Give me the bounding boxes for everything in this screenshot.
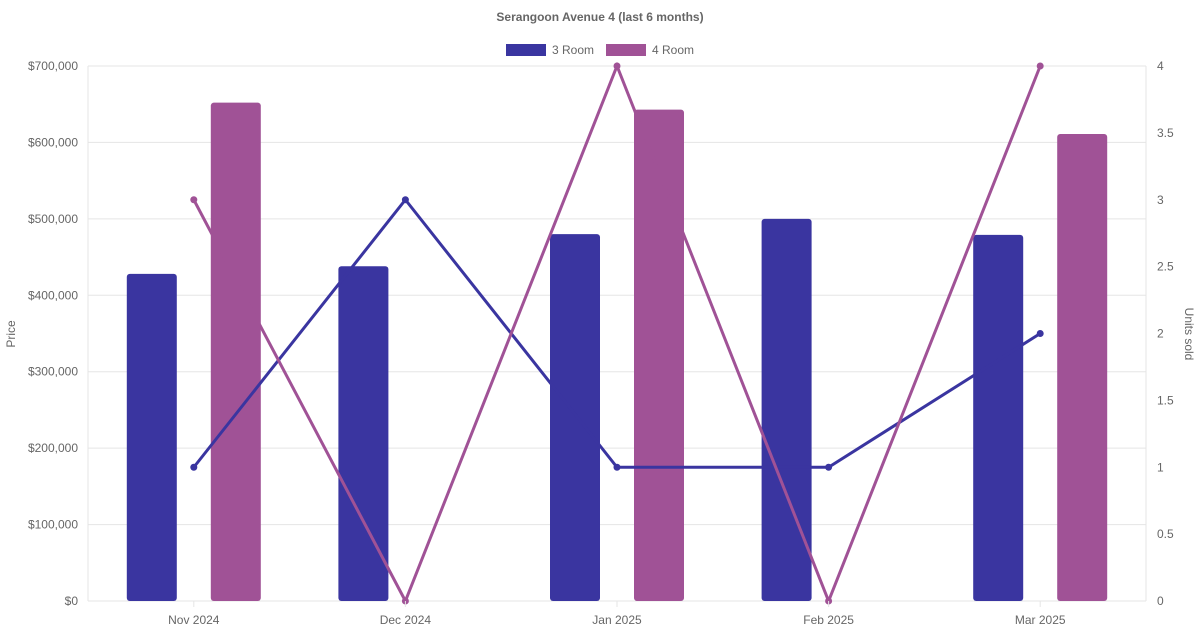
left-tick-label: $600,000: [28, 135, 78, 149]
x-tick-label: Nov 2024: [168, 613, 220, 627]
bar-3-room: [550, 234, 600, 601]
left-tick-label: $400,000: [28, 288, 78, 302]
bar-3-room: [126, 273, 177, 601]
line-point: [190, 196, 198, 204]
right-tick-label: 0: [1157, 594, 1164, 608]
legend-label-3-room: 3 Room: [552, 43, 594, 57]
bar-3-room: [761, 218, 812, 601]
right-tick-label: 3: [1157, 193, 1164, 207]
bar-4-room: [210, 102, 261, 601]
right-axis: 0 0.5 1 1.5 2 2.5 3 3.5 4: [1157, 59, 1174, 608]
bar-3-room: [973, 234, 1024, 601]
left-tick-label: $700,000: [28, 59, 78, 73]
right-tick-label: 3.5: [1157, 126, 1174, 140]
right-tick-label: 2: [1157, 327, 1164, 341]
x-tick-label: Mar 2025: [1015, 613, 1066, 627]
bar-4-room: [1057, 134, 1108, 601]
x-tick-label: Feb 2025: [803, 613, 854, 627]
left-tick-label: $100,000: [28, 518, 78, 532]
x-tick-label: Dec 2024: [380, 613, 432, 627]
legend-label-4-room: 4 Room: [652, 43, 694, 57]
left-tick-label: $300,000: [28, 365, 78, 379]
right-axis-title: Units sold: [1182, 308, 1196, 361]
line-point: [190, 463, 198, 471]
left-axis-title: Price: [4, 320, 18, 348]
line-point: [613, 62, 621, 70]
legend-swatch-4-room: [606, 44, 646, 56]
line-3-room: [192, 197, 1042, 469]
right-tick-label: 0.5: [1157, 527, 1174, 541]
x-tick-label: Jan 2025: [592, 613, 642, 627]
left-tick-label: $200,000: [28, 441, 78, 455]
right-tick-label: 1: [1157, 460, 1164, 474]
line-point: [401, 196, 409, 204]
line-point: [825, 463, 833, 471]
line-point: [1036, 62, 1044, 70]
right-tick-label: 1.5: [1157, 393, 1174, 407]
lines: [190, 61, 1044, 606]
bars: [126, 102, 1108, 602]
gridlines: [87, 65, 1147, 602]
bar-4-room: [634, 109, 684, 602]
line-4-room: [192, 61, 1042, 606]
bar-3-room: [338, 266, 389, 601]
left-tick-label: $0: [65, 594, 79, 608]
left-tick-label: $500,000: [28, 212, 78, 226]
line-point: [613, 463, 621, 471]
chart-title: Serangoon Avenue 4 (last 6 months): [496, 10, 703, 24]
line-point: [1036, 330, 1044, 337]
right-tick-label: 4: [1157, 59, 1164, 73]
legend: 3 Room 4 Room: [506, 43, 694, 57]
legend-swatch-3-room: [506, 44, 546, 56]
right-tick-label: 2.5: [1157, 260, 1174, 274]
x-axis: Nov 2024 Dec 2024 Jan 2025 Feb 2025 Mar 2025: [168, 601, 1066, 627]
left-axis: $0 $100,000 $200,000 $300,000 $400,000 $500,0…: [28, 59, 78, 608]
